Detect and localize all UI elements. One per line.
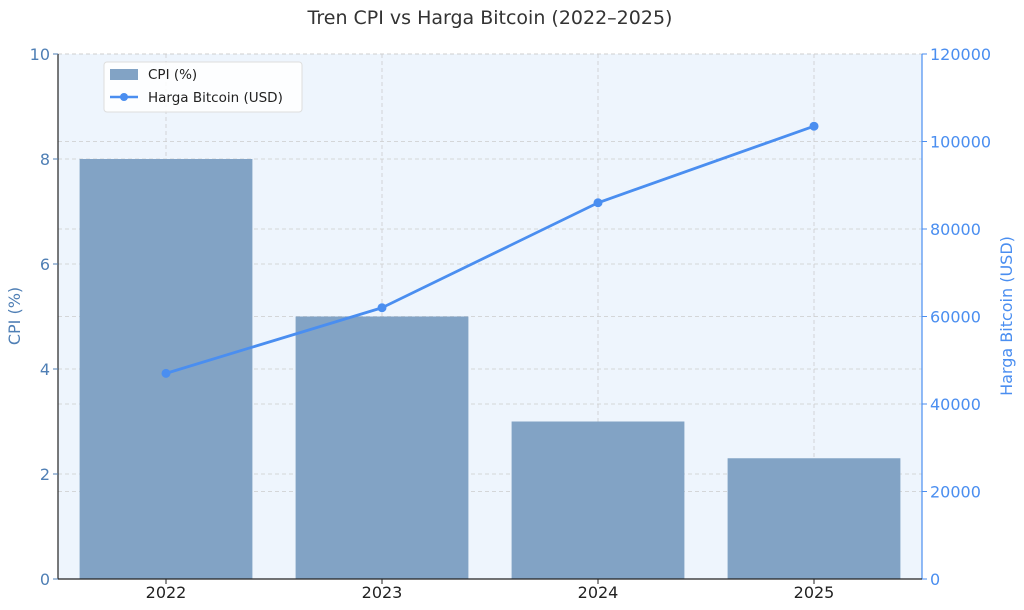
legend-line-label: Harga Bitcoin (USD) <box>148 90 283 106</box>
legend-box <box>103 61 303 113</box>
y-left-tick-label: 0 <box>40 570 50 589</box>
bar-2023 <box>295 316 469 579</box>
y-right-tick-label: 60000 <box>930 308 981 327</box>
y-right-tick-label: 80000 <box>930 220 981 239</box>
legend-bar-label: CPI (%) <box>148 67 197 83</box>
y-left-label: CPI (%) <box>5 287 24 345</box>
x-tick-label: 2023 <box>362 583 403 602</box>
y-right-tick-label: 120000 <box>930 45 991 64</box>
y-right-tick-label: 20000 <box>930 483 981 502</box>
y-right-tick-label: 0 <box>930 570 940 589</box>
y-right-tick-label: 40000 <box>930 395 981 414</box>
y-left-tick-label: 2 <box>40 465 50 484</box>
y-left-ticks: 0 2 4 6 8 10 <box>30 45 58 589</box>
bitcoin-line-path <box>165 124 815 375</box>
bar-2025 <box>727 458 901 579</box>
y-right-label: Harga Bitcoin (USD) <box>997 236 1016 396</box>
bar-2024 <box>511 421 685 579</box>
x-ticks: 2022 2023 2024 2025 <box>146 579 835 602</box>
legend-bar-swatch <box>110 69 138 80</box>
y-right-ticks: 0 20000 40000 60000 80000 100000 120000 <box>922 45 991 589</box>
x-tick-label: 2024 <box>578 583 619 602</box>
bitcoin-point-2025 <box>809 121 819 131</box>
bitcoin-line <box>161 121 819 378</box>
y-left-tick-label: 10 <box>30 45 50 64</box>
y-left-tick-label: 6 <box>40 255 50 274</box>
y-right-tick-label: 100000 <box>930 133 991 152</box>
bitcoin-point-2023 <box>377 303 387 313</box>
chart-title: Tren CPI vs Harga Bitcoin (2022–2025) <box>307 7 673 29</box>
bitcoin-point-2022 <box>161 368 171 378</box>
y-left-tick-label: 4 <box>40 360 50 379</box>
x-tick-label: 2025 <box>794 583 835 602</box>
y-left-tick-label: 8 <box>40 150 50 169</box>
bitcoin-point-2024 <box>593 198 603 208</box>
x-tick-label: 2022 <box>146 583 187 602</box>
legend-line-marker <box>120 93 128 101</box>
legend: CPI (%) Harga Bitcoin (USD) <box>103 61 303 113</box>
